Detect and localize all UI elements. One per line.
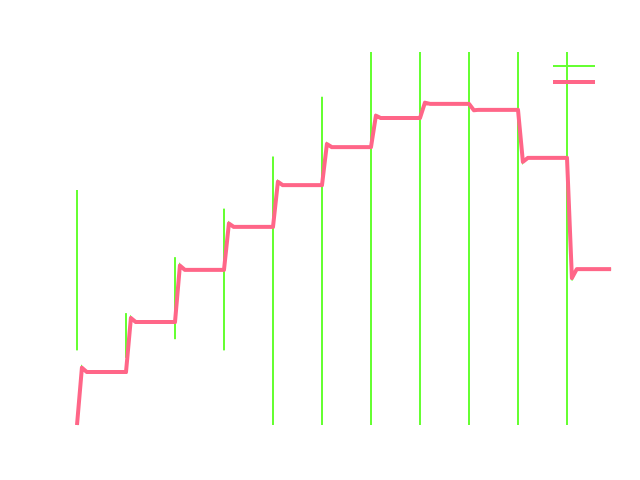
legend (553, 65, 595, 84)
reference-series (76, 52, 612, 426)
reference-line (76, 101, 612, 426)
response-series (75, 100, 612, 426)
response-line (75, 100, 612, 426)
